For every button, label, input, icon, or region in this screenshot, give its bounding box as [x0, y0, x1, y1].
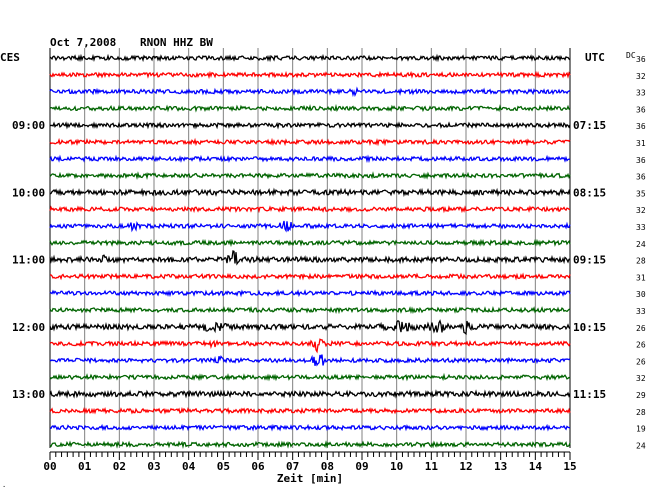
- x-tick-label: 05: [217, 460, 230, 473]
- trace-line: [49, 220, 571, 233]
- left-time-label: 10:00: [12, 186, 45, 199]
- right-time-label: 10:15: [573, 321, 606, 334]
- right-time-label: 08:15: [573, 186, 606, 199]
- x-tick-label: 06: [251, 460, 265, 473]
- left-timezone-label: CES: [0, 51, 20, 64]
- dc-offset-label: 31: [636, 273, 646, 282]
- dc-offset-label: 24: [636, 240, 646, 249]
- trace-line: [49, 289, 571, 298]
- x-tick-label: 14: [529, 460, 543, 473]
- right-time-labels: 07:15 08:15 09:15 10:15 11:15: [573, 119, 606, 401]
- x-tick-label: 00: [43, 460, 56, 473]
- dc-offset-label: 32: [636, 374, 646, 383]
- corner-mark: .: [2, 481, 6, 489]
- trace-line: [49, 305, 571, 315]
- trace-line: [49, 440, 571, 449]
- dc-offset-label: 30: [636, 290, 646, 299]
- trace-line: [49, 86, 571, 98]
- x-tick-label: 03: [147, 460, 160, 473]
- trace-line: [49, 319, 571, 336]
- trace-line: [49, 423, 571, 432]
- x-tick-label: 15: [563, 460, 576, 473]
- dc-offset-label: 33: [636, 223, 646, 232]
- dc-offset-label: 36: [636, 173, 646, 182]
- x-tick-label: 12: [459, 460, 472, 473]
- header-date: Oct 7,2008: [50, 36, 116, 49]
- dc-offset-label: 32: [636, 206, 646, 215]
- dc-offset-label: 28: [636, 408, 646, 417]
- trace-line: [49, 53, 571, 63]
- dc-offset-label: 36: [636, 156, 646, 165]
- header-station: RNON HHZ BW: [140, 36, 213, 49]
- x-tick-label: 09: [355, 460, 368, 473]
- dc-offset-label: 33: [636, 307, 646, 316]
- x-axis: 00 01 02 03 04 05 06 07 08 09 10 11 12 13 14 15: [43, 451, 577, 473]
- dc-offset-label: 28: [636, 257, 646, 266]
- trace-line: [49, 250, 571, 266]
- trace-line: [49, 406, 571, 415]
- x-tick-label: 13: [494, 460, 507, 473]
- dc-offset-label: 36: [636, 55, 646, 64]
- dc-offset-label: 29: [636, 391, 646, 400]
- dc-offset-labels: 36 32 33 36 36 31 36 36 35 32 33 24 28 31 30 33 26 26 26 32…: [636, 55, 646, 450]
- trace-line: [49, 137, 571, 147]
- x-tick-label: 08: [321, 460, 334, 473]
- right-time-label: 09:15: [573, 254, 606, 267]
- x-tick-label: 07: [286, 460, 299, 473]
- left-time-label: 11:00: [12, 254, 45, 267]
- dc-offset-label: 36: [636, 105, 646, 114]
- trace-line: [49, 171, 571, 180]
- x-tick-label: 01: [78, 460, 92, 473]
- trace-line: [49, 338, 571, 354]
- left-time-label: 09:00: [12, 119, 45, 132]
- trace-line: [49, 389, 571, 399]
- dc-offset-label: 26: [636, 357, 646, 366]
- x-tick-label: 11: [425, 460, 439, 473]
- right-timezone-label: UTC: [585, 51, 605, 64]
- dc-offset-label: 35: [636, 189, 646, 198]
- dc-offset-label: 33: [636, 89, 646, 98]
- x-tick-label: 10: [390, 460, 403, 473]
- left-time-label: 13:00: [12, 388, 45, 401]
- left-time-labels: 09:00 10:00 11:00 12:00 13:00: [12, 119, 45, 401]
- trace-line: [49, 103, 571, 113]
- trace-line: [49, 205, 571, 214]
- x-tick-label: 04: [182, 460, 196, 473]
- trace-line: [49, 354, 571, 367]
- minute-gridlines: [49, 48, 571, 448]
- trace-line: [50, 272, 571, 281]
- seismogram-traces: [49, 53, 571, 449]
- x-tick-label: 02: [113, 460, 126, 473]
- x-axis-label: Zeit [min]: [277, 472, 343, 485]
- trace-line: [49, 187, 571, 198]
- trace-line: [49, 70, 571, 80]
- dc-offset-label: 36: [636, 122, 646, 131]
- trace-line: [49, 154, 571, 164]
- trace-line: [49, 372, 571, 382]
- dc-offset-label: 31: [636, 139, 646, 148]
- dc-offset-label: 32: [636, 72, 646, 81]
- right-time-label: 11:15: [573, 388, 606, 401]
- right-time-label: 07:15: [573, 119, 606, 132]
- dc-offset-label: 26: [636, 341, 646, 350]
- dc-offset-label: 26: [636, 324, 646, 333]
- trace-line: [49, 121, 571, 130]
- dc-header-label: DC: [626, 51, 636, 60]
- left-time-label: 12:00: [12, 321, 45, 334]
- dc-offset-label: 24: [636, 441, 646, 450]
- dc-offset-label: 19: [636, 425, 646, 434]
- trace-line: [49, 238, 571, 248]
